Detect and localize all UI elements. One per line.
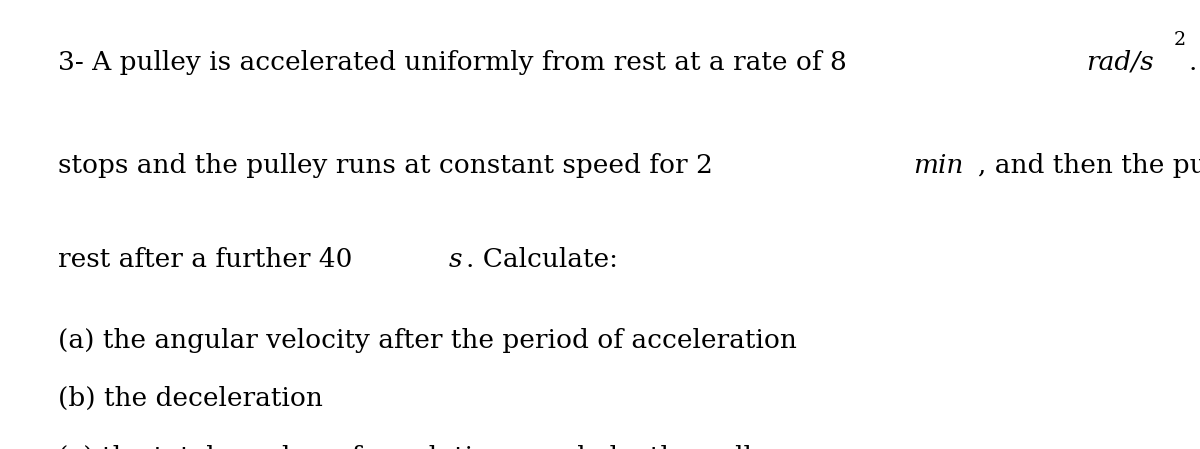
Text: 2: 2 [1174, 31, 1186, 49]
Text: stops and the pulley runs at constant speed for 2: stops and the pulley runs at constant sp… [58, 153, 721, 178]
Text: . Calculate:: . Calculate: [466, 247, 618, 272]
Text: min: min [913, 153, 964, 178]
Text: 3- A pulley is accelerated uniformly from rest at a rate of 8: 3- A pulley is accelerated uniformly fro… [58, 49, 854, 75]
Text: , and then the pulley comes uniformly to: , and then the pulley comes uniformly to [978, 153, 1200, 178]
Text: rest after a further 40: rest after a further 40 [58, 247, 360, 272]
Text: . After 20: . After 20 [1189, 49, 1200, 75]
Text: rad/s: rad/s [1086, 49, 1153, 75]
Text: (b) the deceleration: (b) the deceleration [58, 386, 323, 411]
Text: (c) the total number of revolutions made by the pulley.: (c) the total number of revolutions made… [58, 445, 787, 449]
Text: s: s [449, 247, 462, 272]
Text: (a) the angular velocity after the period of acceleration: (a) the angular velocity after the perio… [58, 328, 797, 353]
